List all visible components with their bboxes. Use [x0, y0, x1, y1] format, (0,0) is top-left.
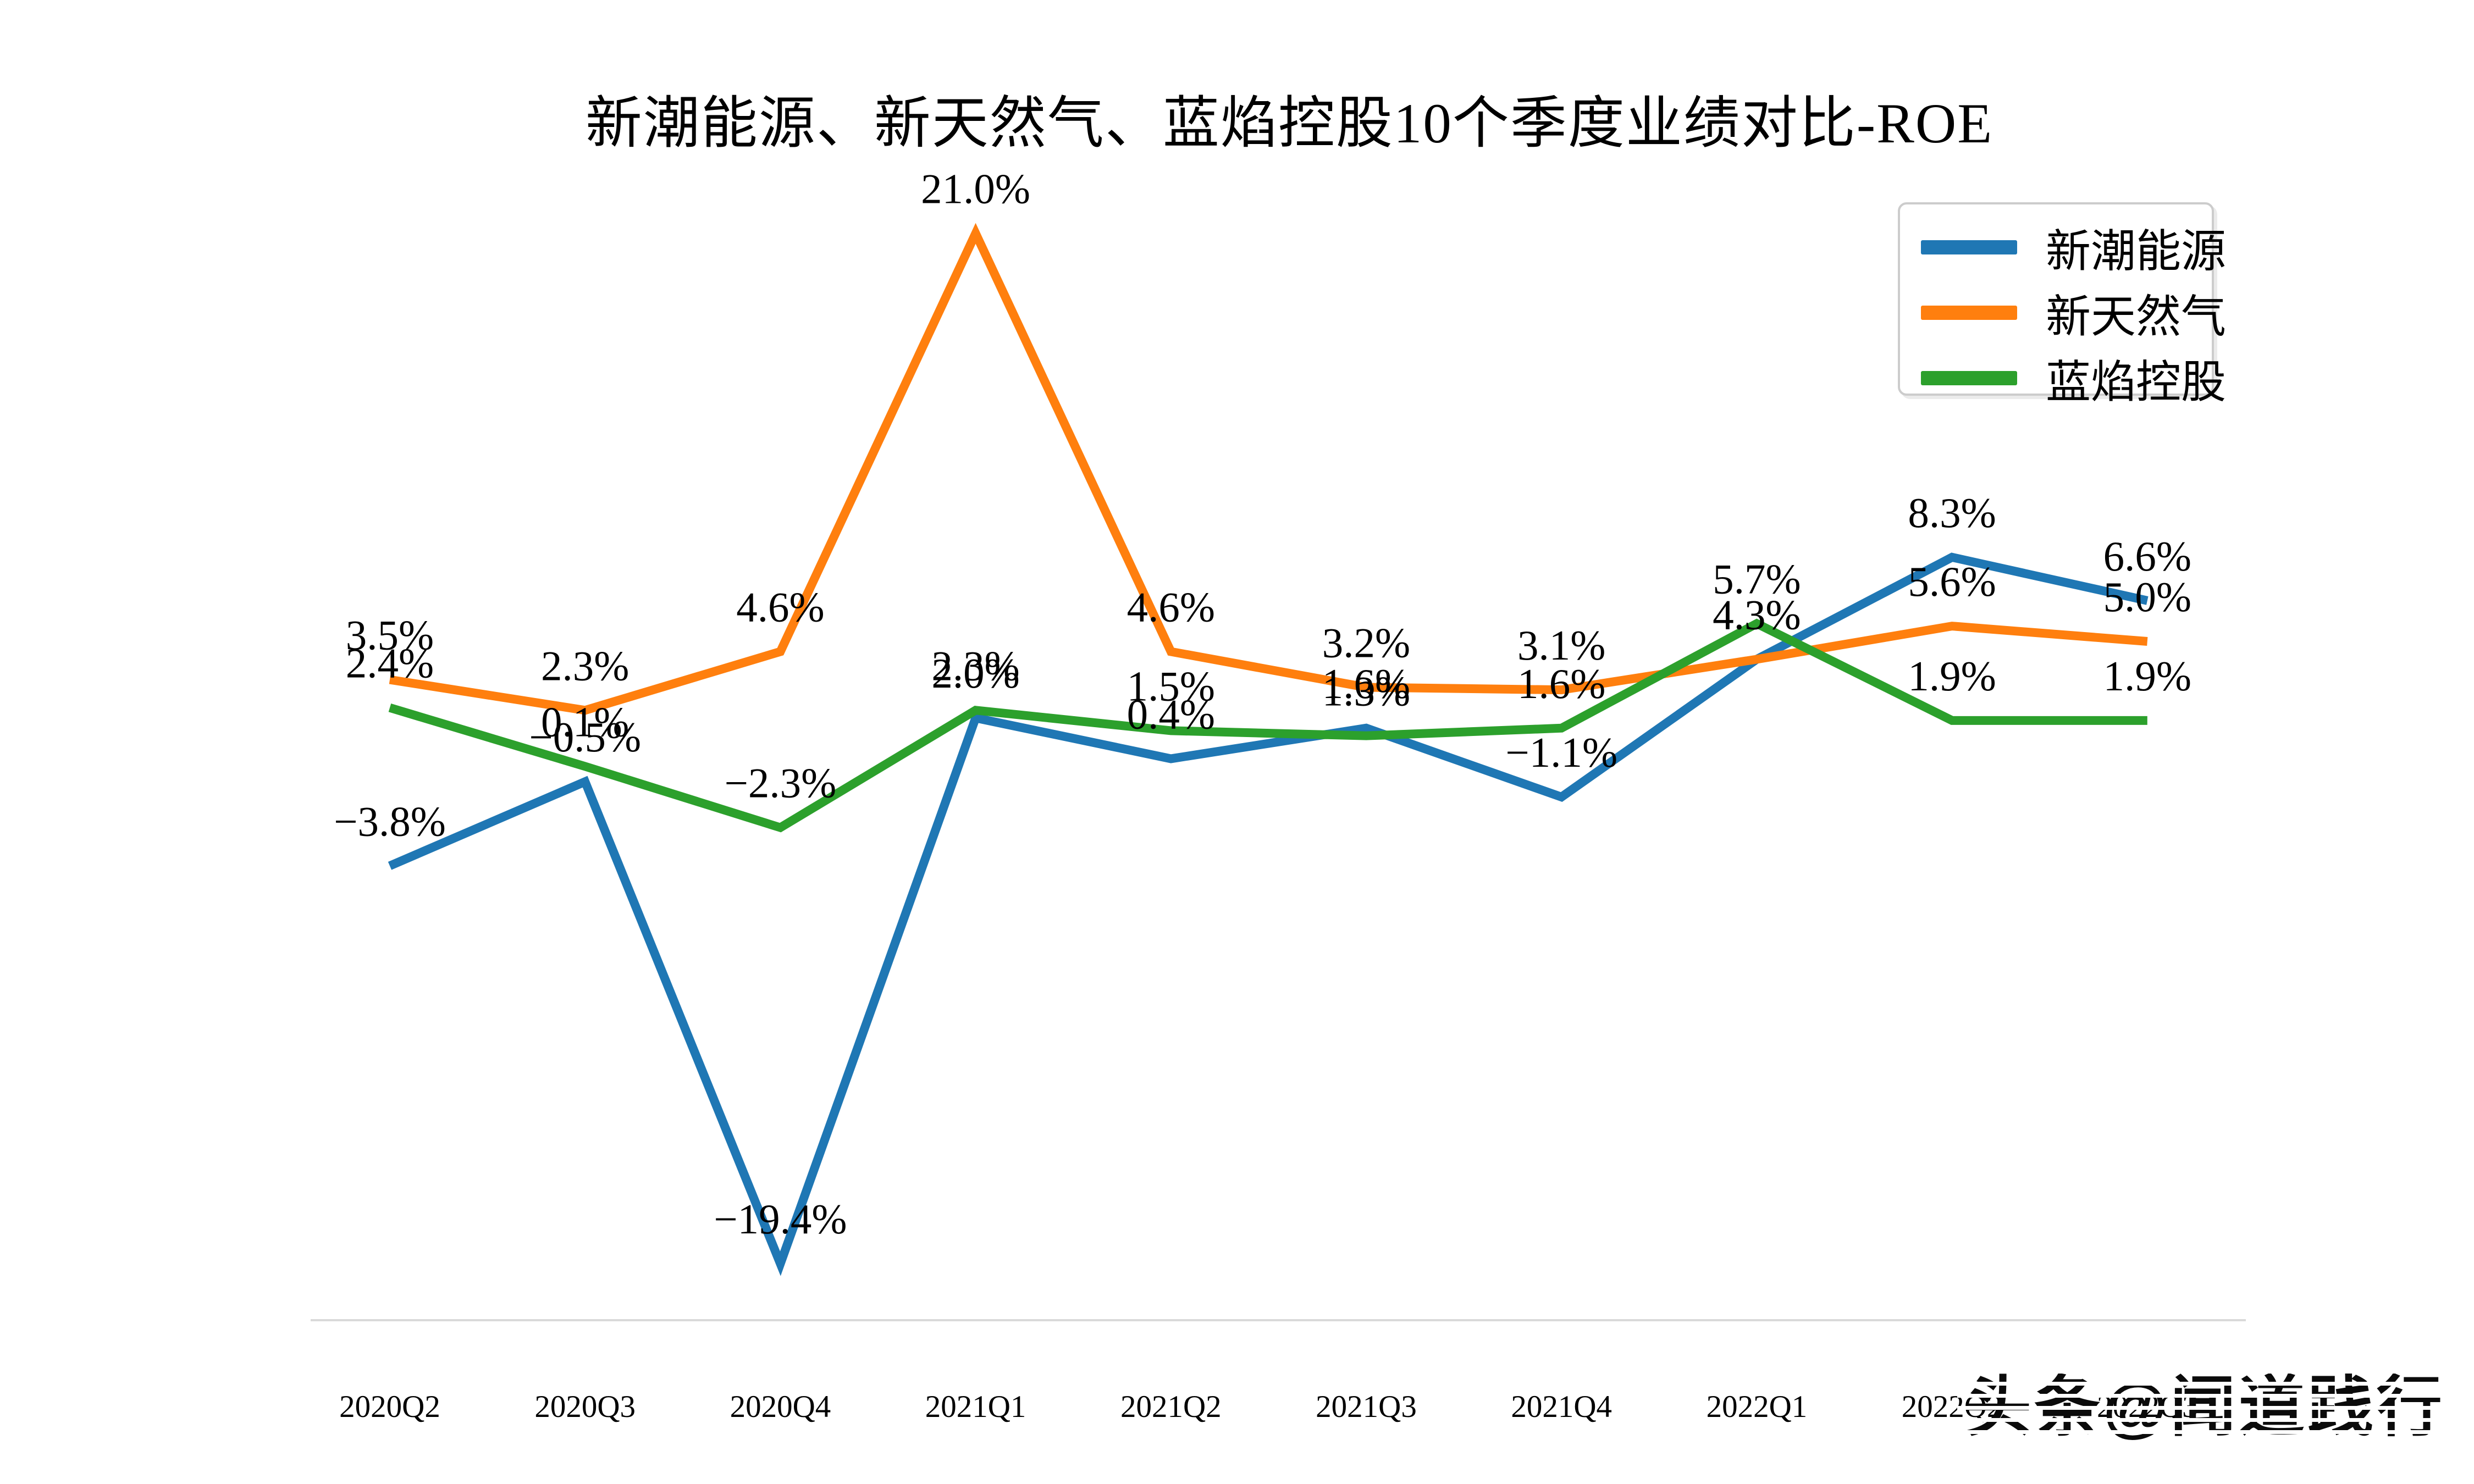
data-label-蓝焰控股: 1.5%: [1127, 662, 1215, 710]
data-label-蓝焰控股: 1.9%: [1908, 652, 1996, 700]
x-axis-label: 2021Q2: [1120, 1389, 1222, 1424]
data-label-新天然气: 4.6%: [736, 584, 824, 631]
data-label-新潮能源: 1.6%: [1322, 660, 1410, 707]
data-label-蓝焰控股: 1.6%: [1517, 660, 1605, 707]
data-label-新天然气: 21.0%: [921, 165, 1030, 213]
series-line-新潮能源: [388, 552, 2149, 1276]
legend-label: 蓝焰控股: [2046, 357, 2227, 407]
data-label-蓝焰控股: 0.1%: [541, 698, 629, 745]
data-label-蓝焰控股: 1.3%: [1322, 668, 1410, 715]
data-label-新天然气: 2.3%: [541, 642, 629, 689]
data-label-新天然气: 3.2%: [1322, 619, 1410, 667]
legend-swatch-orange: [1921, 305, 2017, 320]
data-label-新潮能源: 2.0%: [931, 650, 1019, 697]
data-label-蓝焰控股: 2.4%: [346, 640, 434, 687]
data-label-新潮能源: −19.4%: [714, 1195, 847, 1243]
data-label-新天然气: 3.1%: [1517, 622, 1605, 669]
data-label-新天然气: 5.0%: [2103, 573, 2191, 621]
data-label-蓝焰控股: −2.3%: [724, 760, 836, 807]
legend-item-lanyan: 蓝焰控股: [1900, 345, 2226, 411]
legend-label: 新潮能源: [2046, 226, 2227, 276]
x-axis-label: 2022Q1: [1707, 1389, 1808, 1424]
data-label-新天然气: 4.3%: [1713, 591, 1801, 638]
data-label-新天然气: 5.6%: [1908, 558, 1996, 605]
data-label-新潮能源: 8.3%: [1908, 489, 1996, 536]
legend-swatch-blue: [1921, 240, 2017, 254]
x-axis-label: 2021Q4: [1511, 1389, 1612, 1424]
x-axis-label: 2020Q4: [730, 1389, 831, 1424]
legend-item-xinchao: 新潮能源: [1900, 214, 2226, 280]
data-label-新潮能源: 0.4%: [1127, 690, 1215, 738]
chart-title: 新潮能源、新天然气、蓝焰控股10个季度业绩对比-ROE: [585, 92, 1993, 155]
legend-box: 新潮能源 新天然气 蓝焰控股: [1898, 202, 2226, 407]
x-axis-label: 2021Q1: [925, 1389, 1026, 1424]
legend-label: 新天然气: [2046, 292, 2227, 342]
data-label-新潮能源: 6.6%: [2103, 533, 2191, 580]
legend-item-xintianranqi: 新天然气: [1900, 280, 2226, 345]
series-line-新天然气: [389, 223, 2148, 715]
data-label-新潮能源: −3.8%: [334, 798, 446, 845]
x-axis-label: 2020Q2: [339, 1389, 440, 1424]
data-label-蓝焰控股: 1.9%: [2103, 652, 2191, 700]
data-label-蓝焰控股: 5.7%: [1713, 556, 1801, 603]
data-label-蓝焰控股: 2.3%: [931, 642, 1019, 689]
data-label-新天然气: 4.6%: [1127, 584, 1215, 631]
data-label-新潮能源: 4.3%: [1713, 591, 1801, 638]
data-label-新潮能源: −1.1%: [1505, 729, 1617, 776]
series-line-蓝焰控股: [388, 618, 2147, 833]
toutiao-watermark: 头条@闻道践行: [1965, 1370, 2445, 1444]
data-label-新潮能源: −0.5%: [529, 713, 641, 761]
legend-swatch-green: [1921, 370, 2017, 385]
x-axis-label: 2021Q3: [1316, 1389, 1417, 1424]
x-axis-label: 2020Q3: [534, 1389, 636, 1424]
data-label-新天然气: 3.5%: [346, 612, 434, 659]
